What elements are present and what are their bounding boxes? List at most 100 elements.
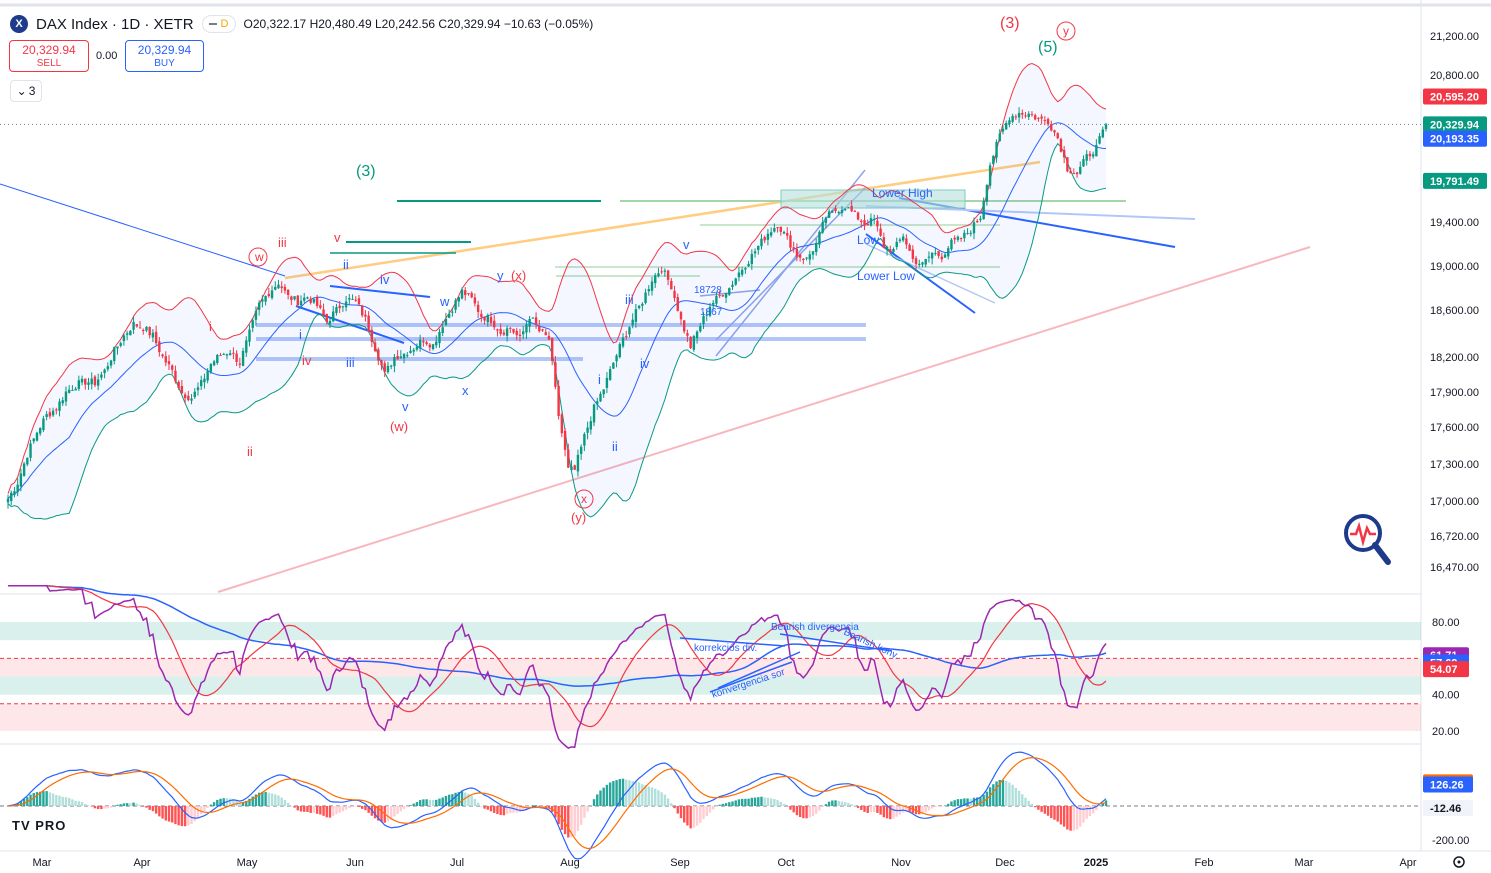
buy-button[interactable]: 20,329.94 BUY (125, 40, 204, 72)
macd-histogram-bar (1011, 784, 1014, 806)
candle-body (824, 217, 828, 224)
sell-price: 20,329.94 (22, 43, 76, 57)
macd-histogram-bar (1043, 806, 1047, 814)
time-axis-tick-label: Sep (670, 857, 690, 869)
macd-histogram-bar (55, 795, 58, 806)
macd-histogram-bar (1072, 806, 1076, 831)
candle-body (837, 212, 840, 214)
candle-body (924, 258, 927, 265)
macd-histogram-bar (151, 806, 155, 812)
candle-body (695, 331, 699, 339)
candle-body (454, 300, 457, 310)
candle-body (180, 386, 184, 394)
magnifier-icon[interactable] (1342, 512, 1394, 568)
wave-label: 1867 (700, 307, 723, 318)
macd-histogram-bar (93, 806, 97, 809)
candle-body (393, 357, 396, 367)
price-axis-tick-label: 17,900.00 (1430, 387, 1479, 399)
macd-histogram-bar (167, 806, 171, 822)
candle-body (840, 209, 844, 213)
macd-histogram-bar (824, 804, 828, 806)
macd-histogram-bar (290, 805, 293, 807)
macd-histogram-bar (766, 797, 770, 806)
wave-label: ii (343, 257, 349, 272)
rsi-axis-tick-label: 20.00 (1432, 726, 1460, 738)
candle-body (753, 251, 757, 254)
candle-body (212, 361, 216, 366)
candle-body (905, 238, 908, 245)
candle-body (193, 391, 196, 398)
candle-body (277, 284, 280, 289)
sell-button[interactable]: 20,329.94 SELL (9, 40, 89, 72)
macd-histogram-bar (473, 798, 477, 806)
indicators-toggle[interactable]: ⌄ 3 (10, 80, 42, 102)
macd-histogram-bar (496, 806, 499, 815)
candle-body (650, 281, 654, 291)
wave-label: 18728 (694, 285, 722, 296)
macd-histogram-bar (795, 806, 799, 816)
symbol-icon[interactable]: X (10, 15, 28, 33)
macd-histogram-bar (769, 798, 773, 806)
macd-histogram-bar (544, 806, 547, 808)
sell-label: SELL (36, 58, 62, 69)
symbol-title[interactable]: DAX Index · 1D · XETR (36, 15, 194, 33)
candle-body (106, 366, 110, 370)
candle-body (808, 254, 811, 260)
candle-body (48, 412, 52, 417)
price-axis-tick-label: 18,200.00 (1430, 352, 1479, 364)
macd-histogram-bar (982, 794, 985, 806)
macd-histogram-bar (760, 796, 763, 806)
macd-histogram-bar (750, 797, 754, 806)
macd-histogram-bar (724, 803, 728, 806)
macd-histogram-bar (731, 801, 734, 806)
macd-histogram-bar (241, 802, 245, 806)
candle-body (525, 324, 528, 333)
candle-body (116, 346, 119, 349)
candle-body (219, 355, 222, 357)
candle-body (1037, 117, 1040, 119)
candle-body (1069, 170, 1072, 174)
candle-body (969, 232, 972, 234)
channel-line-4 (715, 187, 866, 341)
candle-body (908, 244, 911, 251)
price-axis-tick-label: 17,300.00 (1430, 459, 1479, 471)
candle-body (641, 303, 644, 306)
macd-histogram-bar (670, 803, 673, 806)
chevron-down-icon: ⌄ (16, 84, 27, 98)
macd-histogram-bar (122, 803, 126, 806)
macd-histogram-bar (1040, 806, 1043, 812)
macd-histogram-bar (483, 806, 486, 809)
macd-histogram-bar (148, 806, 151, 810)
candle-body (534, 317, 538, 325)
candle-body (154, 331, 158, 344)
candle-body (876, 220, 879, 227)
interval-pill[interactable]: D (201, 15, 236, 33)
candle-body (998, 133, 1001, 141)
macd-histogram-bar (589, 805, 593, 807)
macd-histogram-bar (228, 798, 232, 806)
candle-body (631, 319, 634, 326)
candle-body (995, 141, 998, 158)
macd-histogram-bar (827, 801, 831, 806)
candle-body (757, 245, 760, 251)
price-label-text: 20,329.94 (1430, 119, 1480, 131)
candle-body (879, 228, 882, 236)
time-axis-tick-label: Nov (891, 857, 911, 869)
candle-body (119, 343, 122, 346)
candle-body (827, 211, 831, 218)
candle-body (296, 295, 299, 305)
macd-histogram-bar (332, 806, 335, 817)
wave-label: Lower High (872, 186, 933, 200)
macd-histogram-bar (811, 806, 815, 817)
candle-body (174, 370, 177, 382)
candle-body (364, 314, 367, 317)
candle-body (428, 344, 432, 348)
macd-histogram-bar (976, 797, 979, 806)
macd-histogram-bar (502, 806, 506, 816)
candle-body (496, 329, 499, 331)
macd-histogram-bar (947, 803, 950, 806)
macd-histogram-bar (702, 806, 705, 820)
candle-body (956, 236, 960, 240)
rsi-annotation: korrekciós div. (694, 643, 757, 654)
